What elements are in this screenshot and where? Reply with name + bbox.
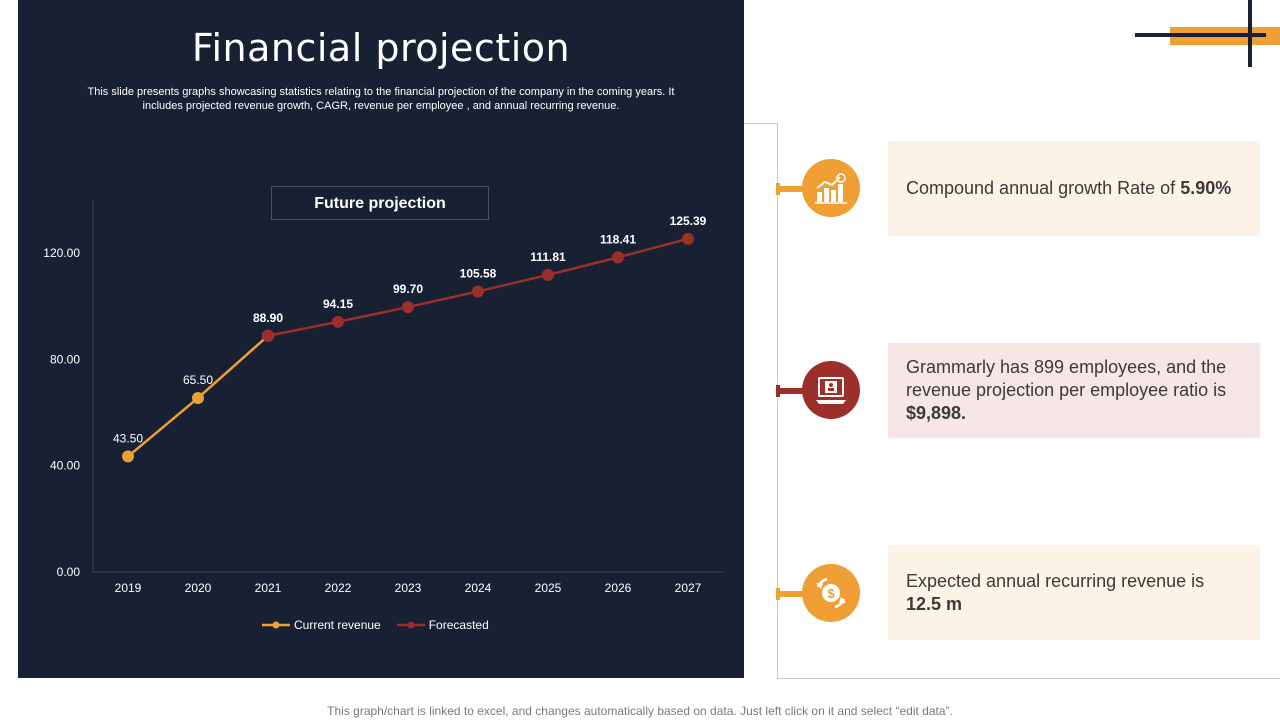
info-card-recurring-text: Expected annual recurring revenue is 12.… xyxy=(906,570,1242,616)
data-point xyxy=(542,268,554,281)
bracket-top xyxy=(744,123,778,124)
data-point xyxy=(122,450,134,463)
connector-3-shape xyxy=(776,588,806,600)
data-point xyxy=(682,232,694,245)
x-tick-label: 2027 xyxy=(675,581,702,595)
decor-dark-hline xyxy=(1135,33,1266,37)
legend-item-current: Current revenue xyxy=(262,618,381,632)
y-tick-label: 0.00 xyxy=(57,565,81,579)
connector-2 xyxy=(776,384,806,397)
bracket-bottom xyxy=(777,678,1280,679)
page-title: Financial projection xyxy=(191,26,571,70)
info-card-recurring-highlight: 12.5 m xyxy=(906,593,963,614)
data-point xyxy=(262,329,274,342)
data-label: 94.15 xyxy=(323,297,353,311)
data-label: 99.70 xyxy=(393,282,423,296)
chart-title: Future projection xyxy=(271,186,489,220)
page-subtitle: This slide presents graphs showcasing st… xyxy=(87,86,675,112)
info-card-employee-highlight: $9,898. xyxy=(906,403,967,423)
dark-panel xyxy=(18,0,744,678)
data-point xyxy=(332,315,344,328)
data-label: 88.90 xyxy=(253,311,283,325)
connector-1-shape xyxy=(776,183,806,195)
legend-label-current: Current revenue xyxy=(294,618,381,632)
data-point xyxy=(612,251,624,264)
svg-text:$: $ xyxy=(827,586,835,601)
data-label: 111.81 xyxy=(530,250,566,264)
info-card-employee-text: Grammarly has 899 employees, and the rev… xyxy=(906,356,1242,425)
line-chart: 0.00 40.00 80.00 120.00 2019 2020 2021 2022 2023… xyxy=(43,200,723,595)
info-card-employee: Grammarly has 899 employees, and the rev… xyxy=(888,343,1260,438)
info-card-recurring: Expected annual recurring revenue is 12.… xyxy=(888,545,1260,640)
data-point xyxy=(192,391,204,404)
data-label: 105.58 xyxy=(460,266,497,280)
data-point xyxy=(472,285,484,298)
decor-dark-vline xyxy=(1248,0,1252,67)
x-tick-label: 2025 xyxy=(535,581,562,595)
x-tick-label: 2023 xyxy=(395,581,422,595)
legend-label-forecast: Forecasted xyxy=(428,618,489,632)
data-label: 88.90 xyxy=(253,311,283,325)
x-tick-label: 2024 xyxy=(465,581,492,595)
employee-computer-icon xyxy=(802,361,860,419)
connector-2-shape xyxy=(776,385,806,397)
x-tick-label: 2026 xyxy=(605,581,632,595)
bracket-vertical xyxy=(777,123,778,679)
info-card-cagr: Compound annual growth Rate of 5.90% xyxy=(888,141,1260,236)
data-label: 43.50 xyxy=(113,431,143,445)
y-tick-label: 40.00 xyxy=(50,459,80,473)
data-label: 125.39 xyxy=(670,214,707,228)
info-card-cagr-body: Compound annual growth Rate of xyxy=(906,178,1181,198)
info-card-recurring-body: Expected annual recurring revenue is xyxy=(906,570,1205,591)
y-tick-label: 80.00 xyxy=(50,352,80,366)
data-label: 65.50 xyxy=(183,373,213,387)
connector-3 xyxy=(776,587,806,600)
x-tick-label: 2020 xyxy=(185,581,212,595)
x-tick-label: 2021 xyxy=(255,581,282,595)
data-point xyxy=(402,301,414,314)
legend-swatch-forecast xyxy=(396,621,425,629)
x-tick-label: 2022 xyxy=(325,581,352,595)
x-tick-label: 2019 xyxy=(115,581,142,595)
footnote: This graph/chart is linked to excel, and… xyxy=(327,704,953,718)
chart-legend: Current revenue Forecasted xyxy=(262,618,489,632)
legend-item-forecast: Forecasted xyxy=(396,618,489,632)
connector-1 xyxy=(776,182,806,195)
y-tick-label: 120.00 xyxy=(43,246,80,260)
recurring-dollar-icon: $ xyxy=(802,564,860,622)
info-card-cagr-text: Compound annual growth Rate of 5.90% xyxy=(906,177,1242,200)
data-label: 118.41 xyxy=(600,232,636,246)
legend-swatch-current xyxy=(262,621,290,629)
info-card-employee-body: Grammarly has 899 employees, and the rev… xyxy=(906,357,1227,400)
growth-chart-icon xyxy=(802,159,860,217)
info-card-cagr-highlight: 5.90% xyxy=(1180,178,1232,198)
